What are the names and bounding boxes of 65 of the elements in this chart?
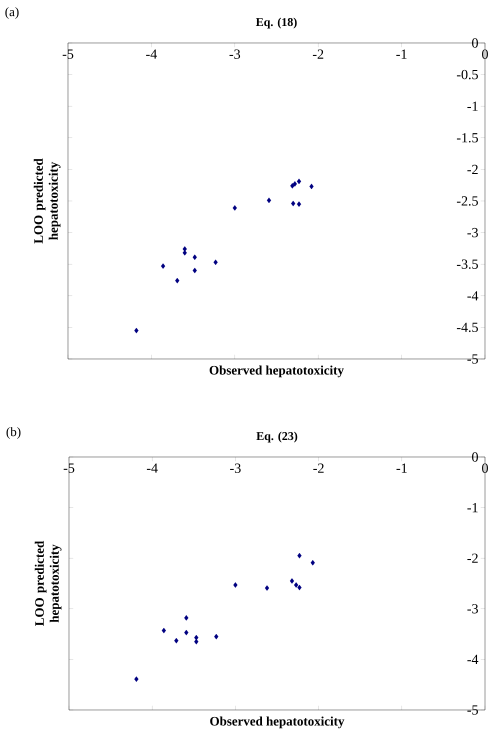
point: [214, 634, 218, 640]
point: [162, 628, 166, 634]
y-tick-label: -1.5: [457, 133, 478, 142]
x-tick-label: -5: [64, 463, 74, 473]
x-axis-title: Observed hepatotoxicity: [210, 716, 344, 728]
point: [292, 181, 298, 187]
point: [296, 201, 302, 207]
point: [184, 615, 189, 621]
y-tick-label: -1: [467, 502, 478, 512]
y-tick-label: -3: [467, 228, 478, 238]
point: [290, 578, 294, 584]
y-tick-label: -2: [467, 554, 478, 563]
point: [192, 254, 198, 260]
point: [291, 200, 296, 206]
point: [214, 260, 218, 266]
y-tick-label: -4: [467, 291, 478, 300]
point: [296, 178, 302, 184]
x-tick-label: -1: [396, 463, 407, 473]
x-tick-label: -4: [147, 463, 158, 473]
y-tick-label: -5: [467, 354, 478, 364]
x-tick-label: -2: [312, 50, 324, 59]
y-tick-label: -2: [467, 164, 478, 174]
y-tick-label: -5: [467, 705, 478, 715]
point: [294, 582, 298, 588]
y-tick-label: -4: [467, 654, 478, 664]
x-tick-label: -2: [313, 464, 324, 473]
point: [182, 246, 187, 252]
x-tick-label: -5: [62, 49, 74, 59]
point: [134, 676, 139, 682]
y-tick-label: -3.5: [457, 259, 478, 269]
x-tick-label: -4: [146, 49, 158, 59]
y-tick-label: -3: [467, 604, 478, 614]
x-tick-label: -3: [230, 50, 240, 59]
x-tick-label: 0: [482, 463, 488, 473]
point: [184, 630, 189, 636]
x-tick-label: 0: [482, 49, 488, 59]
point: [134, 328, 139, 334]
y-tick-label: -1: [467, 102, 478, 111]
text: (a): [5, 7, 19, 19]
point: [232, 205, 238, 211]
point: [310, 560, 316, 566]
point: [233, 582, 238, 588]
point: [264, 585, 270, 591]
point: [182, 250, 187, 256]
point: [297, 552, 302, 558]
chart-title: Eq. (18): [256, 18, 297, 29]
text: (b): [6, 427, 21, 439]
y-tick-label: 0: [472, 452, 478, 462]
chart-title: Eq. (23): [256, 432, 298, 443]
y-tick-label: 0: [472, 38, 478, 48]
y-tick-label: -4.5: [457, 322, 478, 332]
point: [266, 198, 272, 204]
x-axis-title: Observed hepatotoxicity: [210, 366, 344, 378]
x-tick-label: -3: [230, 464, 241, 473]
y-tick-label: -0.5: [457, 70, 478, 80]
point: [175, 278, 180, 284]
point: [297, 584, 302, 590]
point: [174, 638, 179, 644]
point: [309, 184, 314, 190]
point: [192, 268, 198, 274]
point: [161, 263, 166, 269]
x-tick-label: -1: [396, 49, 407, 59]
y-axis-title: LOO predicted hepatotoxicity: [34, 158, 61, 244]
y-tick-label: -2.5: [457, 196, 478, 206]
y-axis-title: LOO predicted hepatotoxicity: [34, 540, 62, 626]
